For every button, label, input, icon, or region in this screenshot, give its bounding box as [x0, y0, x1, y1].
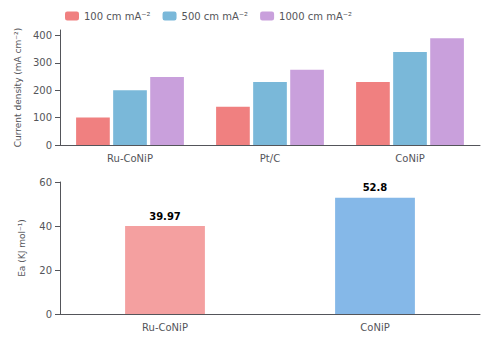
svg-text:Ru-CoNiP: Ru-CoNiP — [142, 322, 188, 333]
svg-text:1000 cm mA⁻²: 1000 cm mA⁻² — [279, 11, 352, 22]
svg-text:100 cm mA⁻²: 100 cm mA⁻² — [84, 11, 151, 22]
svg-text:39.97: 39.97 — [149, 211, 181, 222]
svg-text:52.8: 52.8 — [363, 182, 388, 193]
svg-text:CoNiP: CoNiP — [395, 153, 424, 164]
svg-text:Pt/C: Pt/C — [260, 153, 280, 164]
svg-text:CoNiP: CoNiP — [360, 322, 389, 333]
svg-text:20: 20 — [39, 265, 52, 276]
svg-text:500 cm mA⁻²: 500 cm mA⁻² — [182, 11, 249, 22]
svg-text:Ru-CoNiP: Ru-CoNiP — [107, 153, 153, 164]
svg-text:0: 0 — [46, 140, 52, 151]
svg-text:100: 100 — [33, 112, 52, 123]
svg-text:60: 60 — [39, 177, 52, 188]
svg-text:40: 40 — [39, 221, 52, 232]
svg-text:Current density (mA cm⁻²): Current density (mA cm⁻²) — [13, 28, 23, 147]
svg-text:300: 300 — [33, 57, 52, 68]
svg-text:400: 400 — [33, 30, 52, 41]
svg-text:0: 0 — [46, 309, 52, 320]
svg-text:Ea (KJ mol⁻¹): Ea (KJ mol⁻¹) — [17, 219, 27, 277]
svg-text:200: 200 — [33, 85, 52, 96]
